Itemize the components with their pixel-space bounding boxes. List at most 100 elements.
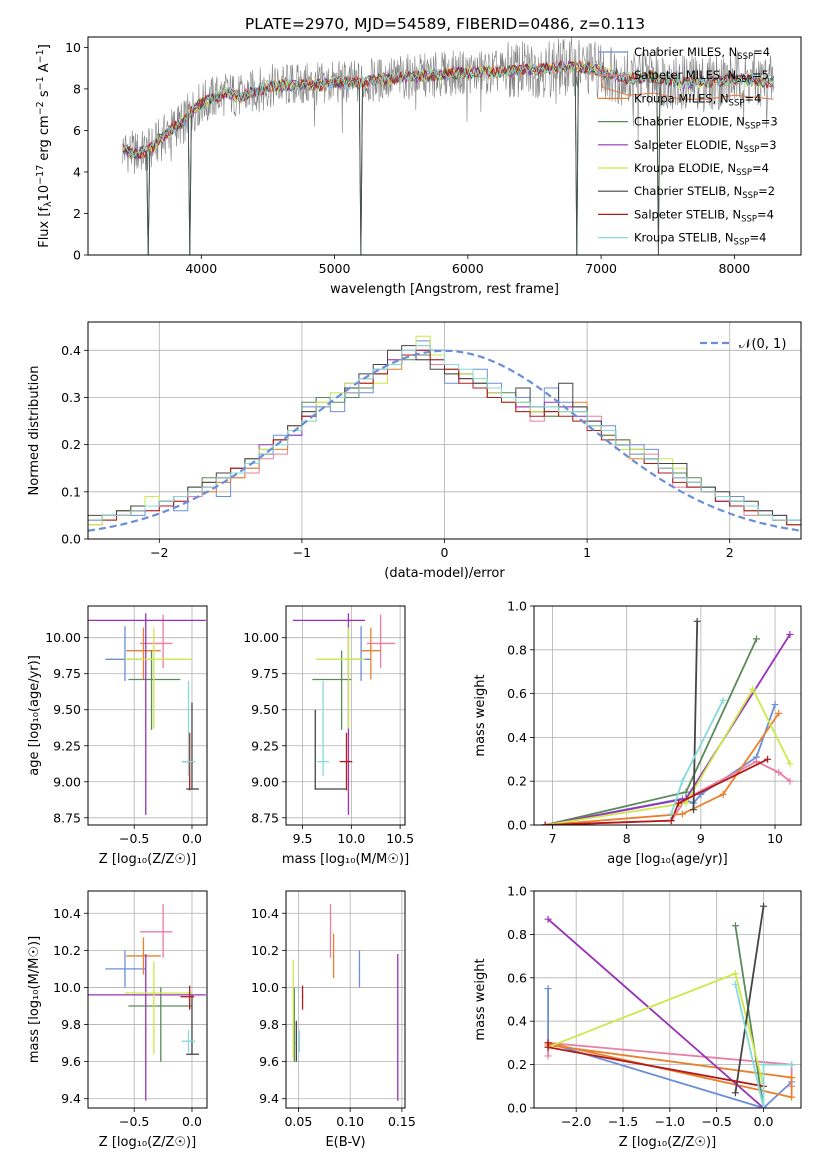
data-point <box>159 1005 162 1007</box>
y-axis-label-part: −1 <box>35 49 46 63</box>
legend-label-suffix: =4 <box>757 207 774 221</box>
x-tick-label: 1 <box>583 545 591 560</box>
x-axis-label: wavelength [Angstrom, rest frame] <box>330 282 559 297</box>
legend-label-sub: SSP <box>736 75 752 85</box>
legend-label-sub: SSP <box>737 52 753 62</box>
x-axis-label: Z [log₁₀(Z/Z☉)] <box>99 1135 196 1150</box>
x-tick-label: 7 <box>549 831 557 846</box>
series-marker <box>764 755 772 763</box>
series-marker <box>775 768 783 776</box>
series-marker <box>786 777 794 785</box>
y-tick-label: 0.4 <box>61 343 81 358</box>
legend-label-sub: SSP <box>734 238 750 248</box>
x-tick-label: −2 <box>150 545 168 560</box>
y-axis-label-part: ] <box>37 44 52 49</box>
y-tick-label: 10.4 <box>251 906 279 921</box>
y-tick-label: 10.2 <box>251 943 279 958</box>
series-line <box>545 758 768 825</box>
series-line <box>544 687 791 825</box>
series-marker <box>788 1093 796 1101</box>
x-tick-label: −1 <box>293 545 311 560</box>
y-tick-label: 9.8 <box>259 1017 279 1032</box>
legend-label-suffix: =4 <box>753 45 770 59</box>
y-tick-label: 0.6 <box>507 686 527 701</box>
series-line <box>545 712 780 825</box>
legend-label: Kroupa STELIB, NSSP=4 <box>634 231 766 248</box>
x-tick-label: 0.15 <box>388 1114 416 1129</box>
y-tick-label: 9.00 <box>251 774 279 789</box>
series-marker <box>788 1074 796 1082</box>
normal-curve-line <box>88 349 801 532</box>
data-point <box>295 1042 298 1044</box>
series-line <box>692 621 699 810</box>
data-point <box>332 955 335 957</box>
legend-label-text: Salpeter ELODIE, N <box>634 138 744 152</box>
y-axis-label: age [log₁₀(age/yr)] <box>27 655 42 776</box>
x-tick-label: 9.5 <box>293 831 313 846</box>
y-tick-label: 0.1 <box>61 484 81 499</box>
data-point <box>153 992 155 994</box>
series-marker <box>771 701 779 709</box>
y-axis-label: mass weight <box>473 958 488 1040</box>
data-point <box>370 649 372 652</box>
x-tick-label: 5000 <box>319 261 351 276</box>
series-line <box>734 984 792 1108</box>
data-point <box>379 642 382 645</box>
y-tick-label: 9.4 <box>259 1091 279 1106</box>
y-axis-label-part: A <box>37 63 52 76</box>
y-tick-label: 9.25 <box>251 738 279 753</box>
plot-area <box>122 37 775 255</box>
legend-label: 𝒩(0, 1) <box>739 337 786 352</box>
series-line <box>734 906 765 1093</box>
panel-age_vs_Z: −0.5 0.0 8.75 9.00 9.25 9.50 9.75 10.00 Z [log₁₀… <box>27 605 208 867</box>
y-tick-label: 4 <box>73 164 81 179</box>
data-point <box>144 619 147 622</box>
y-tick-label: 8.75 <box>251 810 279 825</box>
x-tick-label: 10.0 <box>337 831 365 846</box>
plot-frame <box>87 605 208 826</box>
histogram-step-line <box>88 345 801 521</box>
x-tick-label: 10.5 <box>386 831 414 846</box>
x-tick-label: −0.5 <box>119 831 149 846</box>
data-point <box>347 619 350 622</box>
series-marker <box>678 810 686 818</box>
panel-mass_vs_Z: −0.5 0.0 9.4 9.6 9.8 10.0 10.2 10.4 Z [log₁₀(Z/Z… <box>27 890 208 1150</box>
series-marker <box>675 799 683 807</box>
y-tick-label: 0.2 <box>61 437 81 452</box>
legend-label-text: Salpeter MILES, N <box>634 68 736 82</box>
plot-area <box>541 617 794 825</box>
y-tick-label: 9.4 <box>61 1091 81 1106</box>
data-point <box>188 995 191 998</box>
data-point <box>347 658 350 661</box>
series-marker <box>786 760 794 768</box>
model-fit-line <box>122 61 774 160</box>
series-marker <box>749 685 757 693</box>
legend-label-sub: SSP <box>742 191 758 201</box>
legend-label-text: Chabrier MILES, N <box>634 45 737 59</box>
figure-title: PLATE=2970, MJD=54589, FIBERID=0486, z=0… <box>245 15 645 33</box>
y-tick-label: 0.3 <box>61 390 81 405</box>
panel-weight_vs_age: 7 8 9 10 0.0 0.2 0.4 0.6 0.8 1.0 age [log₁₀(age/yr… <box>473 599 802 867</box>
y-axis-label-part: −1 <box>35 76 46 90</box>
x-axis-label: age [log₁₀(age/yr)] <box>607 852 728 867</box>
series-marker <box>544 1052 552 1060</box>
y-tick-label: 10.0 <box>53 980 81 995</box>
series-marker <box>544 1043 552 1051</box>
series-marker <box>678 777 686 785</box>
series-line <box>547 988 793 1108</box>
plot-frame <box>285 890 406 1109</box>
legend-label-sub: SSP <box>744 145 760 155</box>
x-axis-label: Z [log₁₀(Z/Z☉)] <box>619 1135 716 1150</box>
panel-mass_vs_ebv: 0.05 0.10 0.15 9.4 9.6 9.8 10.0 10.2 10.4 E(B-V) <box>251 890 416 1150</box>
legend-label-suffix: =4 <box>752 161 769 175</box>
legend-label-suffix: =5 <box>752 68 769 82</box>
y-tick-label: 9.50 <box>53 702 81 717</box>
y-axis-label-part: 10 <box>37 185 52 202</box>
plot-area <box>88 903 206 1101</box>
legend-label: Salpeter MILES, NSSP=5 <box>634 68 769 85</box>
legend-label-text: Chabrier STELIB, N <box>634 184 742 198</box>
data-point <box>187 1040 190 1043</box>
series-marker <box>544 915 552 923</box>
legend-label: Salpeter STELIB, NSSP=4 <box>634 207 774 224</box>
data-point <box>292 992 295 994</box>
